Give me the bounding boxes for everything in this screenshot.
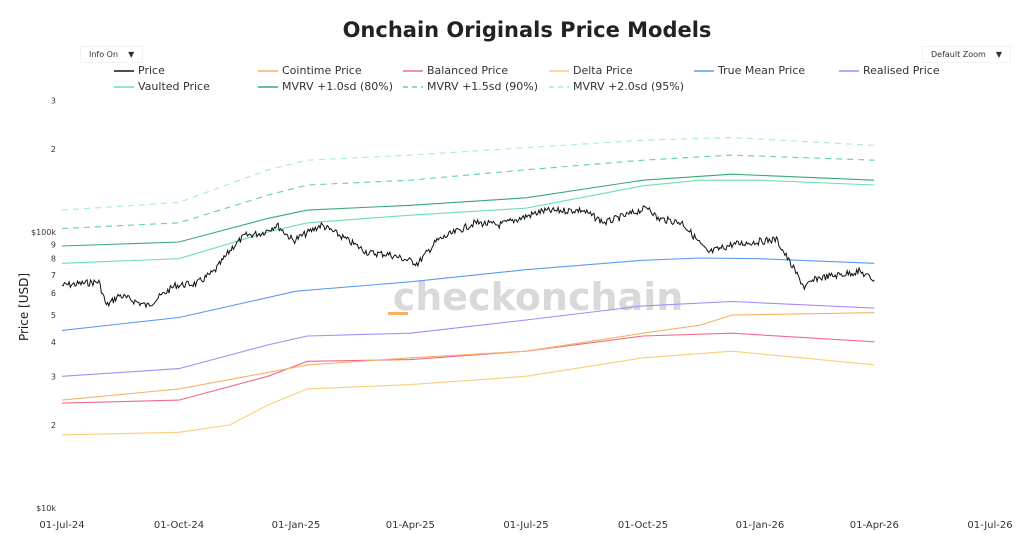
series-line-1[interactable]: [61, 312, 875, 401]
legend-label: Cointime Price: [282, 64, 362, 77]
legend-swatch-icon: [549, 69, 569, 72]
y-tick-label: 6: [51, 289, 56, 298]
y-tick-label: 4: [51, 338, 56, 347]
legend-label: Balanced Price: [427, 64, 509, 77]
x-tick-label: 01-Jan-25: [272, 520, 321, 531]
series-line-0[interactable]: [61, 205, 875, 309]
legend-label: MVRV +2.0sd (95%): [573, 80, 685, 93]
y-tick-label: $10k: [36, 504, 56, 513]
x-tick-label: 01-Jul-26: [967, 520, 1012, 531]
legend-label: Delta Price: [573, 64, 633, 77]
series-line-7[interactable]: [61, 173, 875, 247]
zoom-dropdown[interactable]: Default Zoom ▼: [922, 46, 1011, 63]
legend-label: MVRV +1.5sd (90%): [427, 80, 539, 93]
legend-item[interactable]: Delta Price: [549, 64, 633, 77]
x-tick-label: 01-Apr-26: [850, 520, 899, 531]
legend-label: Price: [138, 64, 165, 77]
series-line-5[interactable]: [61, 300, 875, 377]
legend-item[interactable]: MVRV +1.5sd (90%): [403, 80, 538, 93]
y-tick-label: 3: [51, 372, 56, 381]
legend-label: Vaulted Price: [138, 80, 210, 93]
x-tick-label: 01-Jul-24: [39, 520, 84, 531]
watermark: checkonchain: [393, 275, 684, 319]
x-tick-label: 01-Jan-26: [736, 520, 785, 531]
x-tick-label: 01-Jul-25: [503, 520, 548, 531]
info-label: Info On: [89, 50, 119, 59]
info-dropdown[interactable]: Info On ▼: [80, 46, 144, 63]
series-line-4[interactable]: [61, 257, 875, 331]
legend-item[interactable]: MVRV +2.0sd (95%): [549, 80, 684, 93]
series-line-2[interactable]: [61, 332, 875, 404]
legend-swatch-icon: [403, 69, 423, 72]
legend-label: MVRV +1.0sd (80%): [282, 80, 394, 93]
legend-swatch-icon: [839, 69, 859, 72]
y-tick-label: $100k: [31, 228, 56, 237]
legend-item[interactable]: True Mean Price: [694, 64, 805, 77]
x-tick-label: 01-Apr-25: [386, 520, 435, 531]
y-tick-label: 3: [51, 96, 56, 105]
series-line-3[interactable]: [61, 350, 875, 436]
series-line-9[interactable]: [61, 136, 875, 211]
dropdown-arrow-icon: ▼: [995, 50, 1002, 59]
y-tick-label: 5: [51, 311, 56, 320]
y-tick-label: 8: [51, 255, 56, 264]
legend-item[interactable]: Vaulted Price: [114, 80, 210, 93]
series-line-8[interactable]: [61, 154, 875, 230]
legend-label: True Mean Price: [718, 64, 806, 77]
y-tick-label: 2: [51, 145, 56, 154]
legend-swatch-icon: [114, 69, 134, 72]
legend-item[interactable]: MVRV +1.0sd (80%): [258, 80, 393, 93]
legend-swatch-icon: [258, 69, 278, 72]
chart-title: Onchain Originals Price Models: [342, 18, 712, 42]
legend-item[interactable]: Cointime Price: [258, 64, 362, 77]
x-tick-label: 01-Oct-24: [154, 520, 204, 531]
legend-item[interactable]: Balanced Price: [403, 64, 508, 77]
legend-item[interactable]: Price: [114, 64, 165, 77]
legend-swatch-icon: [403, 85, 423, 88]
x-tick-label: 01-Oct-25: [618, 520, 668, 531]
y-tick-label: 2: [51, 421, 56, 430]
series-line-6[interactable]: [61, 179, 875, 264]
y-tick-label: 7: [51, 271, 56, 280]
legend-swatch-icon: [694, 69, 714, 72]
legend-swatch-icon: [258, 85, 278, 88]
hover-marker: [388, 312, 408, 315]
legend-swatch-icon: [114, 85, 134, 88]
y-tick-label: 9: [51, 241, 56, 250]
legend-swatch-icon: [549, 85, 569, 88]
legend-item[interactable]: Realised Price: [839, 64, 940, 77]
zoom-label: Default Zoom: [931, 50, 986, 59]
legend-label: Realised Price: [863, 64, 940, 77]
dropdown-arrow-icon: ▼: [128, 50, 135, 59]
